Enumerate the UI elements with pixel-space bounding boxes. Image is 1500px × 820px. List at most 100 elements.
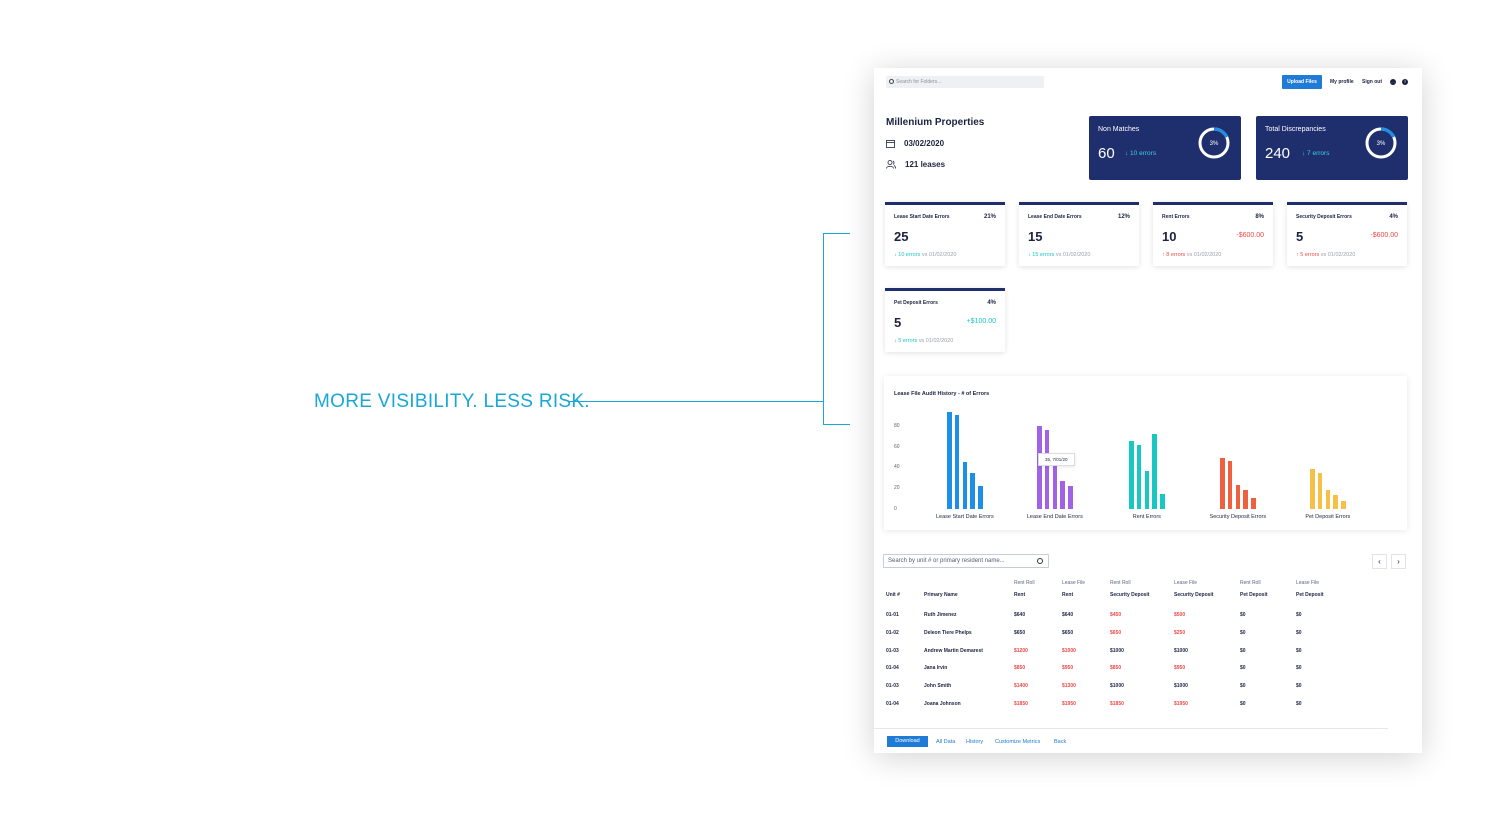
value-cell: $0 [1240, 612, 1246, 618]
y-tick-label: 80 [894, 422, 900, 429]
upload-files-button[interactable]: Upload Files [1282, 75, 1322, 89]
chart-bar[interactable] [1144, 470, 1150, 509]
chart-bar[interactable] [1152, 434, 1157, 509]
column-header[interactable]: Security Deposit [1174, 592, 1214, 598]
table-search-input[interactable]: Search by unit # or primary resident nam… [883, 554, 1049, 568]
help-icon[interactable]: ? [1402, 79, 1408, 85]
metric-change: ↑ 5 errors [1296, 252, 1320, 258]
chart-bar[interactable] [947, 412, 952, 509]
column-header[interactable]: Rent [1062, 592, 1074, 598]
metric-footer: ↑ 5 errors vs 01/02/2020 [1296, 252, 1355, 258]
value-cell: $0 [1296, 647, 1302, 654]
value-cell: $250 [1174, 629, 1186, 636]
chart-bar[interactable] [1136, 444, 1142, 509]
chart-bar[interactable] [970, 472, 975, 509]
table-search-placeholder: Search by unit # or primary resident nam… [888, 558, 1005, 564]
value-cell: $0 [1296, 665, 1302, 672]
folder-search-input[interactable]: Search for Folders... [886, 76, 1044, 88]
category-label: Lease Start Date Errors [935, 514, 994, 520]
chart-title: Lease File Audit History - # of Errors [894, 391, 990, 397]
column-header[interactable]: Security Deposit [1110, 592, 1150, 598]
column-header[interactable]: Pet Deposit [1296, 592, 1324, 598]
chart-bar[interactable] [1129, 441, 1134, 509]
metric-card[interactable]: Rent Errors 8% 10 -$600.00 ↑ 8 errors vs 01/… [1153, 202, 1273, 266]
value-cell: $0 [1240, 665, 1246, 672]
chart-bar[interactable] [1235, 485, 1241, 509]
chart-bar[interactable] [954, 415, 960, 509]
summary-label: Non Matches [1098, 126, 1140, 133]
value-cell: $650 [1014, 629, 1026, 636]
value-cell: $1000 [1110, 647, 1124, 654]
category-label: Pet Deposit Errors [1305, 514, 1351, 520]
metric-card[interactable]: Lease End Date Errors 12% 15 ↓ 15 errors vs… [1019, 202, 1139, 266]
unit-cell: 01-04 [886, 665, 899, 672]
value-cell: $0 [1296, 701, 1302, 707]
my-profile-link[interactable]: My profile [1330, 79, 1354, 85]
calendar-icon [886, 140, 895, 148]
name-cell: John Smith [924, 683, 952, 690]
prev-page-button[interactable]: ‹ [1372, 554, 1387, 569]
value-cell: $0 [1296, 683, 1302, 690]
chart-bar[interactable] [1317, 472, 1323, 509]
column-source-label: Lease File [1062, 580, 1086, 586]
column-source-label: Lease File [1174, 580, 1198, 586]
column-header[interactable]: Rent [1014, 592, 1026, 598]
sign-out-link[interactable]: Sign out [1362, 79, 1382, 85]
chart-bar[interactable] [978, 486, 983, 509]
chart-bar[interactable] [1060, 480, 1065, 509]
value-cell: $0 [1296, 612, 1302, 618]
value-cell: $1950 [1174, 701, 1188, 707]
property-title: Millenium Properties [886, 117, 985, 128]
chart-bar[interactable] [1333, 495, 1338, 509]
customize-metrics-link[interactable]: Customize Metrics [995, 739, 1041, 745]
y-tick-label: 20 [894, 485, 900, 492]
metric-card[interactable]: Security Deposit Errors 4% 5 -$600.00 ↑ 5 er… [1287, 202, 1407, 266]
chart-bar[interactable] [1227, 461, 1233, 509]
chart-bar[interactable] [1243, 490, 1248, 509]
column-header[interactable]: Pet Deposit [1240, 592, 1268, 598]
metric-label: Security Deposit Errors [1296, 214, 1352, 220]
back-link[interactable]: Back [1054, 739, 1067, 745]
metric-percent: 21% [983, 214, 996, 220]
value-cell: $0 [1240, 683, 1246, 690]
chart-bar[interactable] [1052, 463, 1058, 509]
summary-change: ↓ 7 errors [1302, 150, 1330, 157]
chart-bar[interactable] [1325, 490, 1331, 509]
chart-bar[interactable] [1068, 486, 1073, 509]
chart-bar[interactable] [1310, 469, 1315, 509]
value-cell: $1850 [1110, 701, 1124, 707]
people-icon [886, 160, 896, 169]
chart-bar[interactable] [1044, 429, 1050, 509]
unit-cell: 01-03 [886, 647, 899, 654]
value-cell: $500 [1174, 612, 1186, 618]
metric-card[interactable]: Lease Start Date Errors 21% 25 ↓ 10 errors … [885, 202, 1005, 266]
column-header[interactable]: Unit # [886, 592, 900, 598]
value-cell: $850 [1014, 665, 1026, 672]
next-page-button[interactable]: › [1391, 554, 1406, 569]
download-button[interactable]: Download [887, 736, 928, 747]
value-cell: $640 [1062, 612, 1074, 618]
metric-value: 10 [1162, 229, 1177, 244]
value-cell: $0 [1296, 629, 1302, 636]
unit-cell: 01-01 [886, 612, 899, 618]
metric-value: 25 [894, 229, 909, 244]
chart-bar[interactable] [1160, 494, 1165, 509]
chart-bar[interactable] [962, 462, 968, 509]
column-source-label: Rent Roll [1110, 580, 1131, 586]
all-data-link[interactable]: All Data [936, 739, 956, 745]
chat-icon[interactable]: … [1390, 79, 1396, 85]
name-cell: Deleon Tiere Phelps [924, 629, 972, 636]
column-header[interactable]: Primary Name [924, 592, 958, 598]
value-cell: $640 [1014, 612, 1026, 618]
ring-fill [1365, 127, 1397, 159]
connector-top [823, 233, 850, 234]
search-icon [889, 79, 894, 84]
folder-search-placeholder: Search for Folders... [896, 79, 942, 85]
metric-card[interactable]: Pet Deposit Errors 4% 5 +$100.00 ↓ 5 errors … [885, 288, 1005, 352]
chart-bar[interactable] [1341, 500, 1346, 509]
chart-bar[interactable] [1251, 497, 1256, 509]
chart-bar[interactable] [1037, 425, 1042, 509]
chart-bar[interactable] [1220, 458, 1225, 509]
ring-percent: 3% [1210, 141, 1219, 147]
history-link[interactable]: History [966, 739, 984, 745]
